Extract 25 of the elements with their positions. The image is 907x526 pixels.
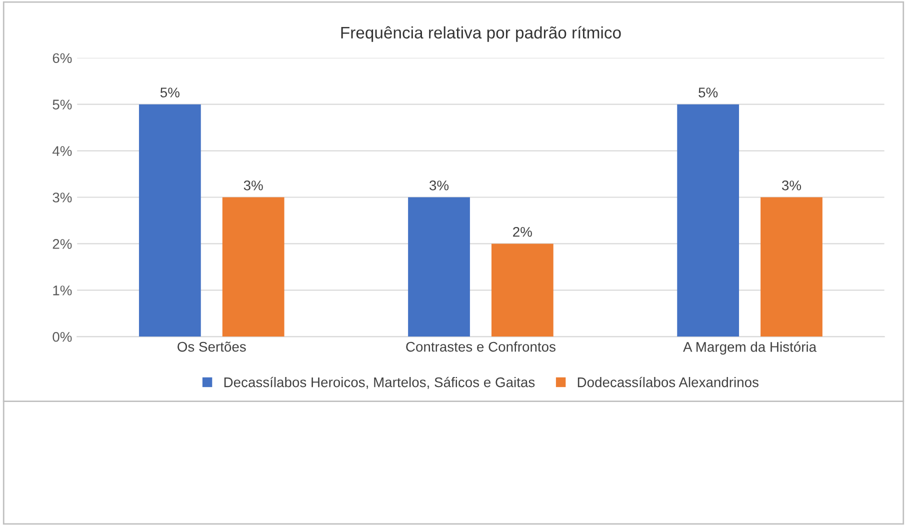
data-label: 3% (244, 180, 263, 190)
legend-label: Dodecassílabos Alexandrinos (578, 376, 758, 388)
data-label: 5% (698, 88, 718, 98)
x-tick-label: Contrastes e Confrontos (406, 342, 556, 352)
x-tick-label: A Margem da História (683, 342, 817, 355)
y-tick-label: 2% (52, 239, 72, 249)
bar (760, 197, 822, 337)
x-tick-label: Os Sertões (178, 342, 246, 352)
bar (138, 104, 201, 337)
data-label: 3% (782, 180, 802, 190)
chart-title: Frequência relativa por padrão rítmico (341, 26, 621, 42)
data-label: 2% (513, 226, 532, 237)
y-tick-label: 6% (52, 53, 72, 64)
bar (491, 244, 554, 337)
y-tick-label: 3% (52, 192, 72, 202)
y-tick-label: 4% (52, 146, 72, 156)
legend-label: Decassílabos Heroicos, Martelos, Sáficos e Gaitas (224, 376, 535, 389)
y-tick-label: 0% (52, 332, 72, 342)
bar (222, 197, 284, 337)
y-tick-label: 1% (53, 286, 72, 296)
bar (677, 104, 740, 337)
data-label: 5% (160, 88, 180, 98)
bar (408, 197, 470, 337)
y-tick-label: 5% (52, 100, 72, 110)
data-label: 3% (429, 180, 449, 190)
